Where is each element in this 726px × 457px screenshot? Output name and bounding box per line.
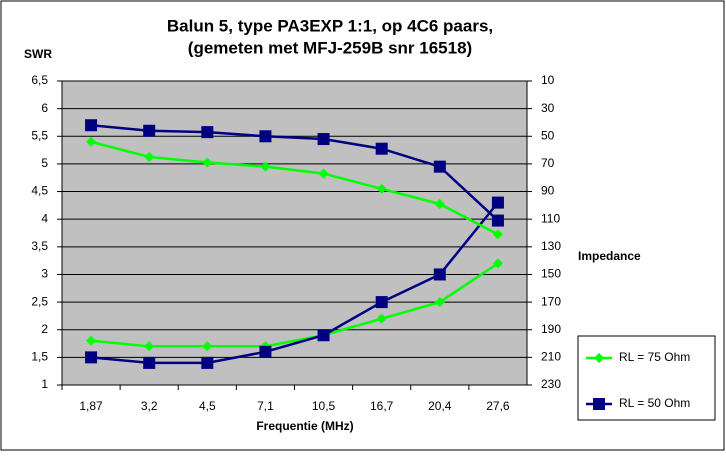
data-point xyxy=(259,130,272,143)
y-axis-label: SWR xyxy=(24,47,52,61)
legend-label: RL = 75 Ohm xyxy=(619,350,690,364)
data-point xyxy=(317,329,330,342)
y-tick-label: 5,5 xyxy=(31,128,48,142)
data-point xyxy=(376,313,387,324)
y-tick-label: 3,5 xyxy=(31,239,48,253)
chart-title: Balun 5, type PA3EXP 1:1, op 4C6 paars, xyxy=(167,16,493,35)
data-point xyxy=(86,335,97,346)
data-point xyxy=(376,183,387,194)
x-tick-label: 1,87 xyxy=(79,399,103,413)
y-tick-label: 4 xyxy=(41,211,48,225)
data-point xyxy=(375,296,388,309)
x-axis-label: Frequentie (MHz) xyxy=(256,419,353,433)
data-point xyxy=(202,341,213,352)
x-tick-label: 4,5 xyxy=(199,399,216,413)
data-point xyxy=(434,297,445,308)
x-tick-label: 27,6 xyxy=(486,399,510,413)
data-point xyxy=(491,214,504,227)
y-tick-label: 5 xyxy=(41,156,48,170)
data-point xyxy=(144,341,155,352)
data-point xyxy=(85,119,98,132)
y-tick-label: 2 xyxy=(41,322,48,336)
data-point xyxy=(434,198,445,209)
data-point xyxy=(259,345,272,358)
y2-tick-label: 70 xyxy=(541,156,555,170)
data-point xyxy=(85,351,98,364)
data-point xyxy=(317,133,330,146)
y2-tick-label: 230 xyxy=(541,377,561,391)
y-tick-label: 3 xyxy=(41,267,48,281)
series-line xyxy=(90,123,499,222)
y2-tick-label: 210 xyxy=(541,350,561,364)
y2-tick-label: 10 xyxy=(541,73,555,87)
plot-area xyxy=(61,80,528,386)
data-point xyxy=(375,142,388,155)
data-point xyxy=(492,258,503,269)
series-line xyxy=(90,201,499,365)
data-point xyxy=(201,126,214,139)
y-tick-label: 1 xyxy=(41,377,48,391)
data-point xyxy=(144,152,155,162)
data-point xyxy=(433,160,446,173)
y-tick-label: 2,5 xyxy=(31,294,48,308)
y2-tick-label: 190 xyxy=(541,322,561,336)
legend-label: RL = 50 Ohm xyxy=(619,396,690,410)
series-line xyxy=(90,262,499,348)
x-tick-label: 3,2 xyxy=(141,399,158,413)
y-tick-label: 1,5 xyxy=(31,350,48,364)
data-point xyxy=(492,229,503,240)
series-line xyxy=(90,140,499,236)
y2-tick-label: 130 xyxy=(541,239,561,253)
data-point xyxy=(491,196,504,209)
x-tick-label: 20,4 xyxy=(428,399,452,413)
data-point xyxy=(201,356,214,369)
y-tick-label: 4,5 xyxy=(31,184,48,198)
data-point xyxy=(143,356,156,369)
chart-title: (gemeten met MFJ-259B snr 16518) xyxy=(188,38,472,57)
y2-tick-label: 30 xyxy=(541,101,555,115)
y2-tick-label: 50 xyxy=(541,128,555,142)
data-point xyxy=(86,136,97,147)
y2-axis-label: Impedance xyxy=(578,249,641,263)
data-point xyxy=(433,268,446,281)
data-point xyxy=(318,168,329,179)
x-tick-label: 16,7 xyxy=(370,399,394,413)
y2-tick-label: 170 xyxy=(541,294,561,308)
y-tick-label: 6,5 xyxy=(31,73,48,87)
x-tick-label: 10,5 xyxy=(312,399,336,413)
y2-tick-label: 150 xyxy=(541,267,561,281)
y-tick-label: 6 xyxy=(41,101,48,115)
x-tick-label: 7,1 xyxy=(257,399,274,413)
data-point xyxy=(143,124,156,137)
data-point xyxy=(594,353,604,363)
y2-tick-label: 110 xyxy=(541,211,560,225)
data-point xyxy=(593,398,605,410)
data-point xyxy=(202,157,213,168)
data-point xyxy=(260,161,271,172)
y2-tick-label: 90 xyxy=(541,184,555,198)
